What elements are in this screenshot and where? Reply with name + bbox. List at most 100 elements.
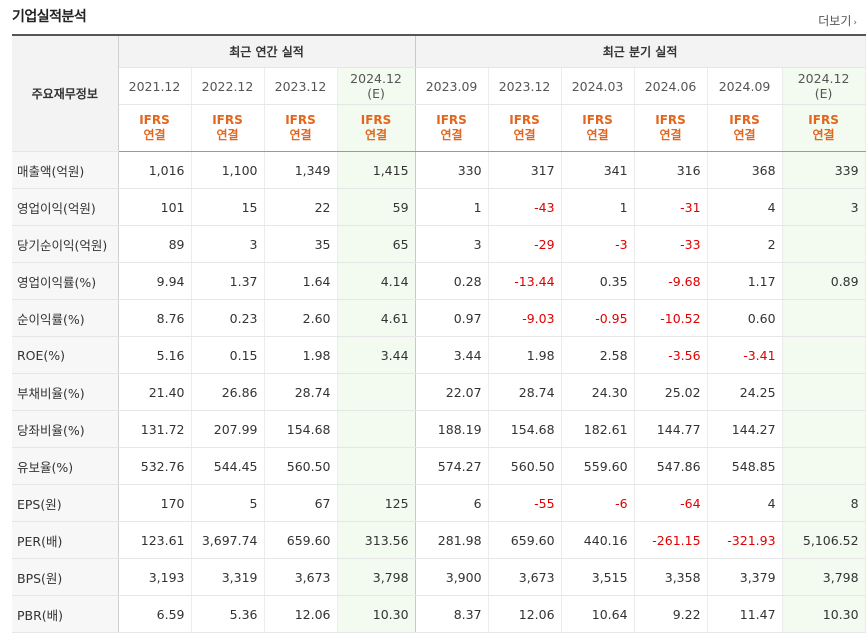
table-cell: 547.86 xyxy=(634,447,708,485)
table-cell: 3,319 xyxy=(191,558,265,596)
standard-consolidated: 연결 xyxy=(659,128,682,142)
table-cell: 281.98 xyxy=(415,521,489,559)
table-cell: -9.03 xyxy=(488,299,562,337)
row-label: ROE(%) xyxy=(12,336,119,374)
table-cell: 3,358 xyxy=(634,558,708,596)
table-cell: 3,697.74 xyxy=(191,521,265,559)
table-cell: -55 xyxy=(488,484,562,522)
table-cell xyxy=(782,336,866,374)
table-cell: 0.89 xyxy=(782,262,866,300)
table-cell: 440.16 xyxy=(561,521,635,559)
table-cell: 1,016 xyxy=(118,151,192,189)
accounting-standard: IFRS 연결 xyxy=(118,104,192,152)
accounting-standard: IFRS 연결 xyxy=(191,104,265,152)
table-cell: 0.60 xyxy=(707,299,783,337)
accounting-standard: IFRS 연결 xyxy=(415,104,489,152)
period-header: 2023.09 xyxy=(415,67,489,105)
table-cell: 1.64 xyxy=(264,262,338,300)
row-label: 당좌비율(%) xyxy=(12,410,119,448)
accounting-standard: IFRS 연결 xyxy=(707,104,783,152)
table-cell: 10.30 xyxy=(337,595,416,633)
table-cell: 67 xyxy=(264,484,338,522)
row-label: 당기순이익(억원) xyxy=(12,225,119,263)
table-row: EPS(원) 170 5 67 125 6 -55 -6 -64 4 8 xyxy=(12,484,866,522)
table-cell: 154.68 xyxy=(488,410,562,448)
table-cell xyxy=(337,373,416,411)
table-cell: 11.47 xyxy=(707,595,783,633)
accounting-standard: IFRS 연결 xyxy=(264,104,338,152)
table-cell: 1.98 xyxy=(264,336,338,374)
estimate-mark: (E) xyxy=(814,86,833,101)
table-cell: 28.74 xyxy=(264,373,338,411)
row-label: EPS(원) xyxy=(12,484,119,522)
table-cell: 1.37 xyxy=(191,262,265,300)
table-cell: 9.94 xyxy=(118,262,192,300)
table-cell: 3,673 xyxy=(264,558,338,596)
table-cell: 0.28 xyxy=(415,262,489,300)
table-row: 부채비율(%) 21.40 26.86 28.74 22.07 28.74 24.30 25.… xyxy=(12,373,866,411)
table-cell: -33 xyxy=(634,225,708,263)
table-cell: 1.98 xyxy=(488,336,562,374)
standard-ifrs: IFRS xyxy=(655,113,686,127)
table-cell: 0.15 xyxy=(191,336,265,374)
accounting-standard: IFRS 연결 xyxy=(488,104,562,152)
row-label: 부채비율(%) xyxy=(12,373,119,411)
table-cell: 316 xyxy=(634,151,708,189)
table-cell: 0.35 xyxy=(561,262,635,300)
table-cell: -64 xyxy=(634,484,708,522)
more-link[interactable]: 더보기 › xyxy=(818,12,857,29)
table-cell: 89 xyxy=(118,225,192,263)
table-cell: 5.36 xyxy=(191,595,265,633)
table-cell: 6 xyxy=(415,484,489,522)
table-cell: 1,100 xyxy=(191,151,265,189)
table-cell: 0.23 xyxy=(191,299,265,337)
table-cell: -3 xyxy=(561,225,635,263)
standard-consolidated: 연결 xyxy=(216,128,239,142)
table-cell: 5,106.52 xyxy=(782,521,866,559)
annual-group-header: 최근 연간 실적 xyxy=(118,35,416,68)
table-cell: 560.50 xyxy=(488,447,562,485)
table-cell: 10.64 xyxy=(561,595,635,633)
table-cell: 59 xyxy=(337,188,416,226)
table-cell xyxy=(337,410,416,448)
standard-ifrs: IFRS xyxy=(436,113,467,127)
table-row: 당좌비율(%) 131.72 207.99 154.68 188.19 154.68 182… xyxy=(12,410,866,448)
table-cell: 3 xyxy=(782,188,866,226)
table-cell: 9.22 xyxy=(634,595,708,633)
estimate-mark: (E) xyxy=(367,86,385,101)
more-label: 더보기 xyxy=(818,14,852,28)
period-label: 2024.03 xyxy=(571,78,624,94)
table-cell: 26.86 xyxy=(191,373,265,411)
table-row: PER(배) 123.61 3,697.74 659.60 313.56 281.98 65… xyxy=(12,521,866,559)
table-cell: 659.60 xyxy=(264,521,338,559)
table-cell xyxy=(782,447,866,485)
table-cell: 22 xyxy=(264,188,338,226)
standard-ifrs: IFRS xyxy=(360,113,392,127)
accounting-standard: IFRS 연결 xyxy=(561,104,635,152)
standard-consolidated: 연결 xyxy=(440,128,463,142)
table-cell: 125 xyxy=(337,484,416,522)
table-cell: 4.14 xyxy=(337,262,416,300)
table-cell: 24.30 xyxy=(561,373,635,411)
standard-consolidated: 연결 xyxy=(733,128,756,142)
table-cell: 574.27 xyxy=(415,447,489,485)
table-cell: 3 xyxy=(191,225,265,263)
table-cell xyxy=(782,410,866,448)
period-label: 2023.12 xyxy=(498,78,551,94)
table-cell: 10.30 xyxy=(782,595,866,633)
table-cell: 3,673 xyxy=(488,558,562,596)
period-header: 2024.09 xyxy=(707,67,783,105)
accounting-standard: IFRS 연결 xyxy=(782,104,866,152)
table-cell: -13.44 xyxy=(488,262,562,300)
table-cell: 1.17 xyxy=(707,262,783,300)
table-cell: 559.60 xyxy=(561,447,635,485)
standard-ifrs: IFRS xyxy=(729,113,760,127)
table-cell: 3.44 xyxy=(415,336,489,374)
standard-ifrs: IFRS xyxy=(509,113,540,127)
period-label: 2024.12 xyxy=(797,71,850,86)
row-label: 영업이익률(%) xyxy=(12,262,119,300)
table-cell: 8 xyxy=(782,484,866,522)
standard-consolidated: 연결 xyxy=(289,128,312,142)
period-label: 2024.09 xyxy=(718,78,771,94)
table-cell: 22.07 xyxy=(415,373,489,411)
